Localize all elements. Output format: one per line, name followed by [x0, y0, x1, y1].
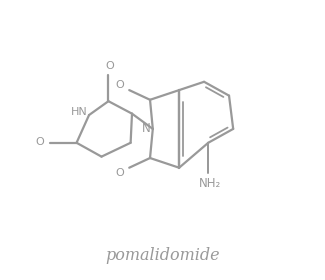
Text: pomalidomide: pomalidomide: [105, 247, 220, 263]
Text: O: O: [116, 168, 124, 178]
Text: O: O: [35, 137, 44, 147]
Text: O: O: [116, 80, 124, 90]
Text: O: O: [105, 61, 114, 71]
Text: HN: HN: [71, 107, 88, 117]
Text: N: N: [141, 122, 150, 136]
Text: NH₂: NH₂: [199, 177, 221, 190]
